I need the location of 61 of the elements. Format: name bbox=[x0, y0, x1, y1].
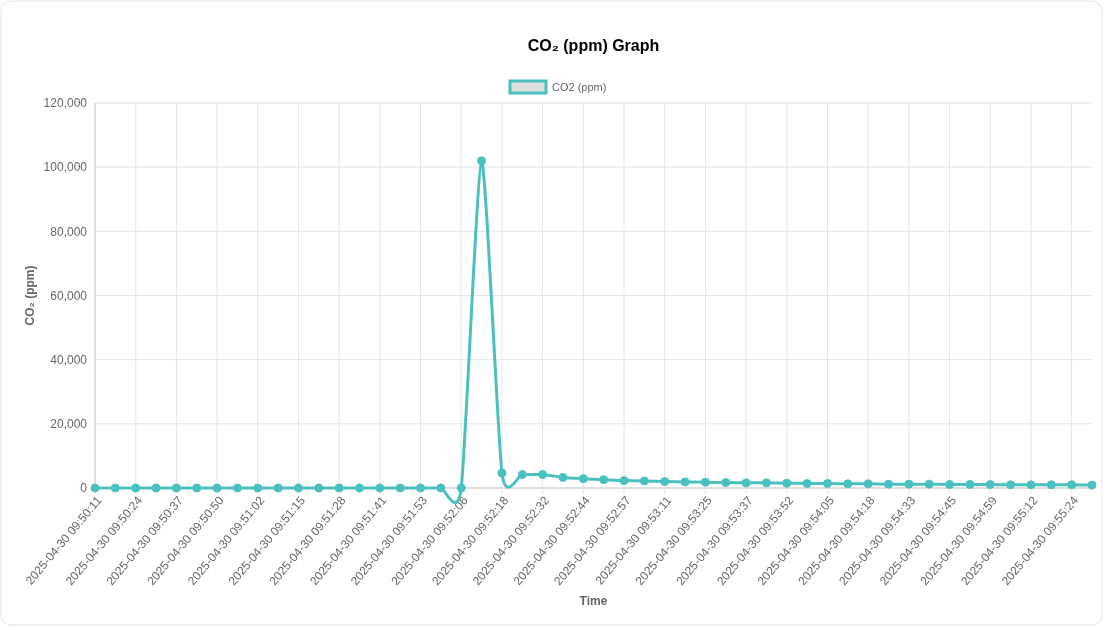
point bbox=[1067, 480, 1077, 490]
point bbox=[1046, 480, 1056, 490]
point bbox=[232, 483, 242, 493]
point bbox=[477, 156, 487, 166]
point bbox=[802, 479, 812, 489]
point bbox=[660, 477, 670, 487]
point bbox=[538, 470, 548, 480]
point bbox=[558, 472, 568, 482]
point bbox=[416, 483, 426, 493]
point bbox=[945, 479, 955, 489]
point bbox=[212, 483, 222, 493]
point bbox=[253, 483, 263, 493]
point bbox=[334, 483, 344, 493]
point bbox=[151, 483, 161, 493]
point bbox=[822, 479, 832, 489]
point bbox=[985, 479, 995, 489]
point bbox=[314, 483, 324, 493]
point bbox=[619, 476, 629, 486]
point bbox=[965, 479, 975, 489]
point bbox=[497, 468, 507, 478]
point bbox=[1006, 480, 1016, 490]
point bbox=[599, 475, 609, 485]
x-axis-title: Time bbox=[579, 594, 608, 608]
y-tick-label: 0 bbox=[80, 481, 88, 496]
point bbox=[355, 483, 365, 493]
point bbox=[782, 478, 792, 488]
point bbox=[904, 479, 914, 489]
point bbox=[863, 479, 873, 489]
y-tick-label: 60,000 bbox=[50, 288, 88, 303]
point bbox=[192, 483, 202, 493]
point bbox=[700, 477, 710, 487]
y-axis-title: CO₂ (ppm) bbox=[23, 265, 37, 326]
chart-title: CO₂ (ppm) Graph bbox=[527, 37, 660, 54]
point bbox=[761, 478, 771, 488]
point bbox=[293, 483, 303, 493]
point bbox=[843, 479, 853, 489]
point bbox=[395, 483, 405, 493]
y-tick-label: 120,000 bbox=[43, 96, 88, 111]
point bbox=[1026, 480, 1036, 490]
point bbox=[171, 483, 181, 493]
point bbox=[110, 483, 120, 493]
point bbox=[1087, 480, 1097, 490]
legend-label: CO2 (ppm) bbox=[552, 81, 607, 93]
point bbox=[436, 483, 446, 493]
y-tick-label: 20,000 bbox=[50, 417, 88, 432]
y-tick-label: 40,000 bbox=[50, 352, 88, 367]
point bbox=[456, 483, 466, 493]
point bbox=[680, 477, 690, 487]
point bbox=[741, 478, 751, 488]
y-tick-label: 80,000 bbox=[50, 224, 88, 239]
point bbox=[131, 483, 141, 493]
point bbox=[639, 476, 649, 486]
point bbox=[721, 478, 731, 488]
point bbox=[90, 483, 100, 493]
point bbox=[375, 483, 385, 493]
point bbox=[884, 479, 894, 489]
point bbox=[578, 474, 588, 484]
y-tick-label: 100,000 bbox=[43, 160, 88, 175]
point bbox=[517, 470, 527, 480]
point bbox=[273, 483, 283, 493]
point bbox=[924, 479, 934, 489]
